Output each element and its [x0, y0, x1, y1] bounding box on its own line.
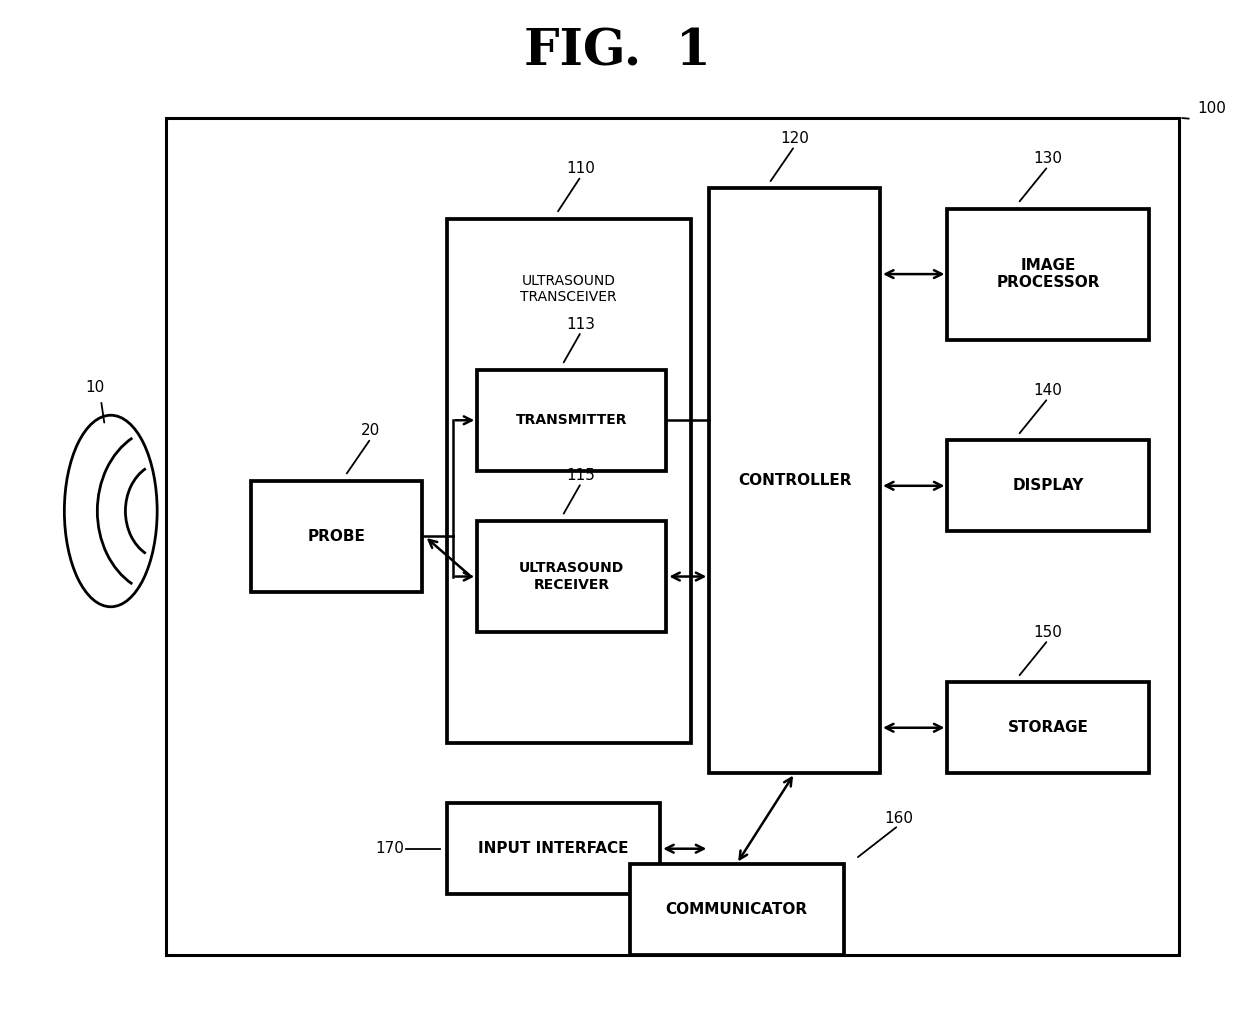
- Text: CONTROLLER: CONTROLLER: [738, 473, 852, 489]
- Text: 140: 140: [1034, 383, 1063, 399]
- Text: FIG.  1: FIG. 1: [525, 28, 711, 77]
- FancyBboxPatch shape: [477, 521, 666, 632]
- FancyBboxPatch shape: [947, 440, 1148, 531]
- Text: COMMUNICATOR: COMMUNICATOR: [666, 901, 807, 917]
- FancyBboxPatch shape: [446, 803, 661, 894]
- Text: STORAGE: STORAGE: [1008, 721, 1089, 735]
- FancyBboxPatch shape: [630, 864, 843, 955]
- Ellipse shape: [64, 415, 157, 607]
- Text: DISPLAY: DISPLAY: [1012, 478, 1084, 494]
- Text: 150: 150: [1034, 625, 1063, 640]
- Text: 115: 115: [567, 468, 595, 482]
- Text: 113: 113: [567, 317, 595, 331]
- Text: INPUT INTERFACE: INPUT INTERFACE: [479, 841, 629, 856]
- Text: PROBE: PROBE: [308, 528, 366, 544]
- Text: 170: 170: [374, 841, 404, 856]
- Text: 120: 120: [780, 131, 808, 146]
- Text: 160: 160: [884, 810, 913, 826]
- FancyBboxPatch shape: [446, 219, 691, 743]
- FancyBboxPatch shape: [252, 480, 422, 592]
- Text: 130: 130: [1034, 151, 1063, 167]
- Text: 10: 10: [86, 380, 104, 396]
- Text: 110: 110: [567, 161, 595, 177]
- Text: 20: 20: [361, 423, 381, 438]
- Text: TRANSMITTER: TRANSMITTER: [516, 413, 627, 427]
- Text: ULTRASOUND
TRANSCEIVER: ULTRASOUND TRANSCEIVER: [521, 274, 618, 305]
- FancyBboxPatch shape: [477, 370, 666, 471]
- FancyBboxPatch shape: [947, 683, 1148, 773]
- Text: ULTRASOUND
RECEIVER: ULTRASOUND RECEIVER: [520, 561, 625, 592]
- FancyBboxPatch shape: [947, 208, 1148, 339]
- FancyBboxPatch shape: [166, 118, 1179, 955]
- Text: 100: 100: [1198, 101, 1226, 115]
- FancyBboxPatch shape: [709, 188, 880, 773]
- Text: IMAGE
PROCESSOR: IMAGE PROCESSOR: [996, 258, 1100, 290]
